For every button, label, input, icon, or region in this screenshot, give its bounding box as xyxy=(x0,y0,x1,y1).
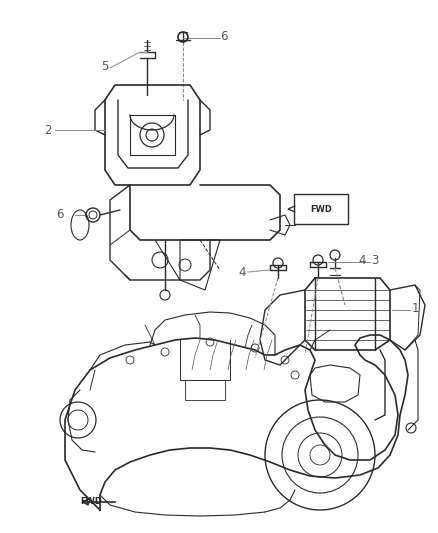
Text: 1: 1 xyxy=(411,302,419,314)
Text: 6: 6 xyxy=(220,29,228,43)
Text: FWD: FWD xyxy=(310,205,332,214)
Text: FWD: FWD xyxy=(80,497,102,506)
Text: 3: 3 xyxy=(371,254,379,266)
FancyBboxPatch shape xyxy=(294,194,348,224)
Text: 4: 4 xyxy=(238,265,246,279)
Text: 5: 5 xyxy=(101,60,109,72)
Text: 2: 2 xyxy=(44,124,52,136)
Text: 6: 6 xyxy=(56,208,64,222)
Text: 4: 4 xyxy=(358,254,366,266)
